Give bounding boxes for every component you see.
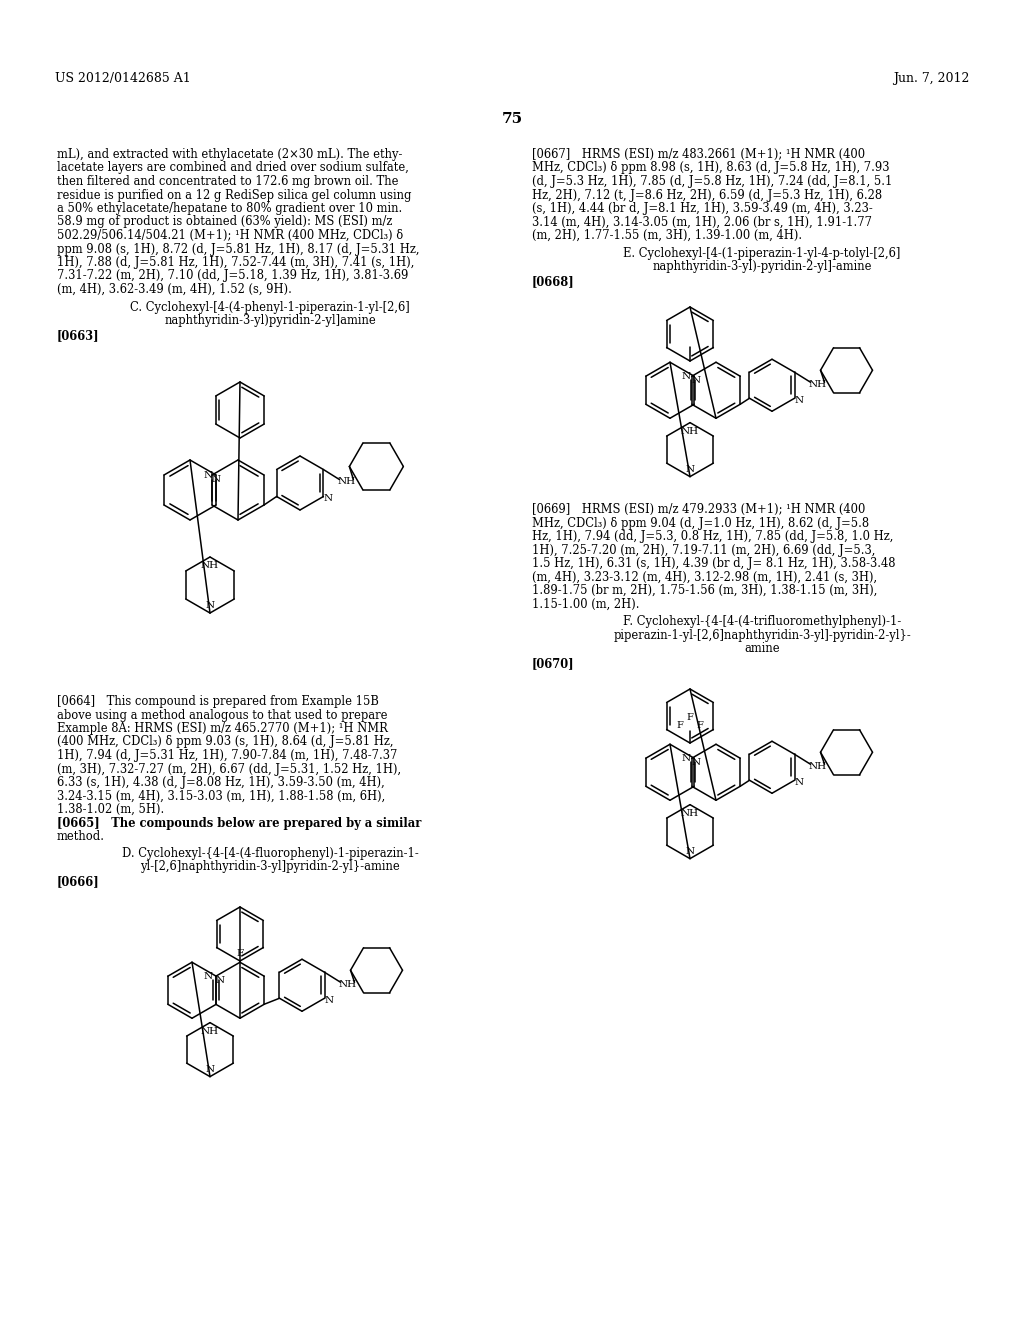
Text: ppm 9.08 (s, 1H), 8.72 (d, J=5.81 Hz, 1H), 8.17 (d, J=5.31 Hz,: ppm 9.08 (s, 1H), 8.72 (d, J=5.81 Hz, 1H…: [57, 243, 420, 256]
Text: NH: NH: [809, 762, 826, 771]
Text: (m, 3H), 7.32-7.27 (m, 2H), 6.67 (dd, J=5.31, 1.52 Hz, 1H),: (m, 3H), 7.32-7.27 (m, 2H), 6.67 (dd, J=…: [57, 763, 401, 776]
Text: residue is purified on a 12 g RediSep silica gel column using: residue is purified on a 12 g RediSep si…: [57, 189, 412, 202]
Text: NH: NH: [681, 809, 699, 818]
Text: yl-[2,6]naphthyridin-3-yl]pyridin-2-yl}-amine: yl-[2,6]naphthyridin-3-yl]pyridin-2-yl}-…: [140, 861, 400, 873]
Text: [0669] HRMS (ESI) m/z 479.2933 (M+1); ¹H NMR (400: [0669] HRMS (ESI) m/z 479.2933 (M+1); ¹H…: [532, 503, 865, 516]
Text: 1.89-1.75 (br m, 2H), 1.75-1.56 (m, 3H), 1.38-1.15 (m, 3H),: 1.89-1.75 (br m, 2H), 1.75-1.56 (m, 3H),…: [532, 583, 878, 597]
Text: N: N: [206, 1065, 215, 1074]
Text: (400 MHz, CDCl₃) δ ppm 9.03 (s, 1H), 8.64 (d, J=5.81 Hz,: (400 MHz, CDCl₃) δ ppm 9.03 (s, 1H), 8.6…: [57, 735, 393, 748]
Text: N: N: [685, 847, 694, 857]
Text: N: N: [682, 754, 691, 763]
Text: [0666]: [0666]: [57, 875, 99, 888]
Text: above using a method analogous to that used to prepare: above using a method analogous to that u…: [57, 709, 387, 722]
Text: naphthyridin-3-yl)pyridin-2-yl]amine: naphthyridin-3-yl)pyridin-2-yl]amine: [164, 314, 376, 327]
Text: 3.24-3.15 (m, 4H), 3.15-3.03 (m, 1H), 1.88-1.58 (m, 6H),: 3.24-3.15 (m, 4H), 3.15-3.03 (m, 1H), 1.…: [57, 789, 385, 803]
Text: Example 8A: HRMS (ESI) m/z 465.2770 (M+1); ¹H NMR: Example 8A: HRMS (ESI) m/z 465.2770 (M+1…: [57, 722, 388, 735]
Text: F. Cyclohexyl-{4-[4-(4-trifluoromethylphenyl)-1-: F. Cyclohexyl-{4-[4-(4-trifluoromethylph…: [623, 615, 901, 628]
Text: NH: NH: [809, 380, 826, 389]
Text: N: N: [682, 372, 691, 380]
Text: F: F: [677, 721, 683, 730]
Text: 75: 75: [502, 112, 522, 125]
Text: 1.38-1.02 (m, 5H).: 1.38-1.02 (m, 5H).: [57, 803, 164, 816]
Text: 502.29/506.14/504.21 (M+1); ¹H NMR (400 MHz, CDCl₃) δ: 502.29/506.14/504.21 (M+1); ¹H NMR (400 …: [57, 228, 403, 242]
Text: NH: NH: [201, 1027, 219, 1036]
Text: F: F: [696, 721, 703, 730]
Text: D. Cyclohexyl-{4-[4-(4-fluorophenyl)-1-piperazin-1-: D. Cyclohexyl-{4-[4-(4-fluorophenyl)-1-p…: [122, 846, 419, 859]
Text: 58.9 mg of product is obtained (63% yield): MS (ESI) m/z: 58.9 mg of product is obtained (63% yiel…: [57, 215, 392, 228]
Text: N: N: [215, 975, 224, 985]
Text: lacetate layers are combined and dried over sodium sulfate,: lacetate layers are combined and dried o…: [57, 161, 409, 174]
Text: 1.15-1.00 (m, 2H).: 1.15-1.00 (m, 2H).: [532, 598, 640, 611]
Text: [0664] This compound is prepared from Example 15B: [0664] This compound is prepared from Ex…: [57, 696, 379, 708]
Text: 3.14 (m, 4H), 3.14-3.05 (m, 1H), 2.06 (br s, 1H), 1.91-1.77: 3.14 (m, 4H), 3.14-3.05 (m, 1H), 2.06 (b…: [532, 215, 872, 228]
Text: (s, 1H), 4.44 (br d, J=8.1 Hz, 1H), 3.59-3.49 (m, 4H), 3.23-: (s, 1H), 4.44 (br d, J=8.1 Hz, 1H), 3.59…: [532, 202, 872, 215]
Text: N: N: [204, 470, 213, 479]
Text: piperazin-1-yl-[2,6]naphthyridin-3-yl]-pyridin-2-yl}-: piperazin-1-yl-[2,6]naphthyridin-3-yl]-p…: [613, 628, 911, 642]
Text: MHz, CDCl₃) δ ppm 9.04 (d, J=1.0 Hz, 1H), 8.62 (d, J=5.8: MHz, CDCl₃) δ ppm 9.04 (d, J=1.0 Hz, 1H)…: [532, 516, 869, 529]
Text: N: N: [325, 995, 334, 1005]
Text: N: N: [691, 758, 700, 767]
Text: N: N: [795, 396, 804, 405]
Text: method.: method.: [57, 830, 105, 843]
Text: 1H), 7.88 (d, J=5.81 Hz, 1H), 7.52-7.44 (m, 3H), 7.41 (s, 1H),: 1H), 7.88 (d, J=5.81 Hz, 1H), 7.52-7.44 …: [57, 256, 415, 269]
Text: US 2012/0142685 A1: US 2012/0142685 A1: [55, 73, 190, 84]
Text: NH: NH: [201, 561, 219, 570]
Text: 1H), 7.94 (d, J=5.31 Hz, 1H), 7.90-7.84 (m, 1H), 7.48-7.37: 1H), 7.94 (d, J=5.31 Hz, 1H), 7.90-7.84 …: [57, 748, 397, 762]
Text: N: N: [691, 376, 700, 384]
Text: (d, J=5.3 Hz, 1H), 7.85 (d, J=5.8 Hz, 1H), 7.24 (dd, J=8.1, 5.1: (d, J=5.3 Hz, 1H), 7.85 (d, J=5.8 Hz, 1H…: [532, 176, 892, 187]
Text: (m, 4H), 3.62-3.49 (m, 4H), 1.52 (s, 9H).: (m, 4H), 3.62-3.49 (m, 4H), 1.52 (s, 9H)…: [57, 282, 292, 296]
Text: N: N: [795, 777, 804, 787]
Text: 7.31-7.22 (m, 2H), 7.10 (dd, J=5.18, 1.39 Hz, 1H), 3.81-3.69: 7.31-7.22 (m, 2H), 7.10 (dd, J=5.18, 1.3…: [57, 269, 409, 282]
Text: F: F: [237, 949, 244, 957]
Text: [0667] HRMS (ESI) m/z 483.2661 (M+1); ¹H NMR (400: [0667] HRMS (ESI) m/z 483.2661 (M+1); ¹H…: [532, 148, 865, 161]
Text: NH: NH: [339, 979, 356, 989]
Text: MHz, CDCl₃) δ ppm 8.98 (s, 1H), 8.63 (d, J=5.8 Hz, 1H), 7.93: MHz, CDCl₃) δ ppm 8.98 (s, 1H), 8.63 (d,…: [532, 161, 890, 174]
Text: [0670]: [0670]: [532, 657, 574, 671]
Text: NH: NH: [681, 428, 699, 436]
Text: 1.5 Hz, 1H), 6.31 (s, 1H), 4.39 (br d, J= 8.1 Hz, 1H), 3.58-3.48: 1.5 Hz, 1H), 6.31 (s, 1H), 4.39 (br d, J…: [532, 557, 896, 570]
Text: N: N: [212, 474, 220, 483]
Text: (m, 2H), 1.77-1.55 (m, 3H), 1.39-1.00 (m, 4H).: (m, 2H), 1.77-1.55 (m, 3H), 1.39-1.00 (m…: [532, 228, 802, 242]
Text: NH: NH: [337, 477, 355, 486]
Text: amine: amine: [744, 642, 780, 655]
Text: Hz, 1H), 7.94 (dd, J=5.3, 0.8 Hz, 1H), 7.85 (dd, J=5.8, 1.0 Hz,: Hz, 1H), 7.94 (dd, J=5.3, 0.8 Hz, 1H), 7…: [532, 531, 893, 543]
Text: N: N: [685, 465, 694, 474]
Text: N: N: [324, 494, 333, 503]
Text: N: N: [204, 972, 213, 981]
Text: Hz, 2H), 7.12 (t, J=8.6 Hz, 2H), 6.59 (d, J=5.3 Hz, 1H), 6.28: Hz, 2H), 7.12 (t, J=8.6 Hz, 2H), 6.59 (d…: [532, 189, 882, 202]
Text: then filtered and concentrated to 172.6 mg brown oil. The: then filtered and concentrated to 172.6 …: [57, 176, 398, 187]
Text: a 50% ethylacetate/hepatane to 80% gradient over 10 min.: a 50% ethylacetate/hepatane to 80% gradi…: [57, 202, 402, 215]
Text: [0665] The compounds below are prepared by a similar: [0665] The compounds below are prepared …: [57, 817, 421, 829]
Text: [0663]: [0663]: [57, 330, 99, 342]
Text: (m, 4H), 3.23-3.12 (m, 4H), 3.12-2.98 (m, 1H), 2.41 (s, 3H),: (m, 4H), 3.23-3.12 (m, 4H), 3.12-2.98 (m…: [532, 570, 878, 583]
Text: naphthyridin-3-yl)-pyridin-2-yl]-amine: naphthyridin-3-yl)-pyridin-2-yl]-amine: [652, 260, 871, 273]
Text: 1H), 7.25-7.20 (m, 2H), 7.19-7.11 (m, 2H), 6.69 (dd, J=5.3,: 1H), 7.25-7.20 (m, 2H), 7.19-7.11 (m, 2H…: [532, 544, 876, 557]
Text: E. Cyclohexyl-[4-(1-piperazin-1-yl-4-p-tolyl-[2,6]: E. Cyclohexyl-[4-(1-piperazin-1-yl-4-p-t…: [624, 247, 901, 260]
Text: Jun. 7, 2012: Jun. 7, 2012: [893, 73, 969, 84]
Text: N: N: [206, 602, 215, 610]
Text: F: F: [686, 713, 693, 722]
Text: [0668]: [0668]: [532, 276, 574, 289]
Text: 6.33 (s, 1H), 4.38 (d, J=8.08 Hz, 1H), 3.59-3.50 (m, 4H),: 6.33 (s, 1H), 4.38 (d, J=8.08 Hz, 1H), 3…: [57, 776, 385, 789]
Text: C. Cyclohexyl-[4-(4-phenyl-1-piperazin-1-yl-[2,6]: C. Cyclohexyl-[4-(4-phenyl-1-piperazin-1…: [130, 301, 410, 314]
Text: mL), and extracted with ethylacetate (2×30 mL). The ethy-: mL), and extracted with ethylacetate (2×…: [57, 148, 402, 161]
